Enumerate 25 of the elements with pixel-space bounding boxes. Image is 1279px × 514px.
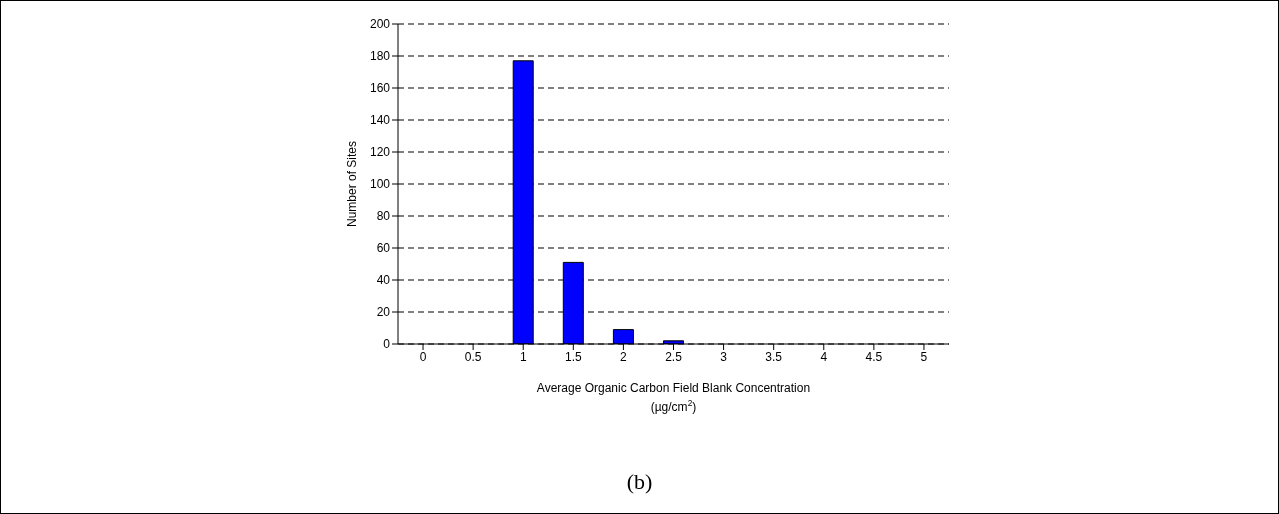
y-tick-label: 20: [376, 305, 391, 320]
y-axis-title: Number of Sites: [345, 140, 360, 228]
x-tick-label: 2: [620, 349, 628, 364]
x-tick-label: 0: [419, 349, 427, 364]
y-tick-label: 160: [369, 81, 391, 96]
x-tick-label: 2.5: [665, 349, 683, 364]
x-tick-label: 3: [720, 349, 728, 364]
y-tick-label: 140: [369, 113, 391, 128]
x-axis-title: Average Organic Carbon Field Blank Concentration (µg/cm$^{2}$): [536, 381, 811, 414]
x-tick-label: 4: [820, 349, 828, 364]
y-tick-label: 40: [376, 273, 391, 288]
text: (b): [625, 469, 654, 495]
y-tick-label: 60: [376, 241, 391, 256]
x-tick-label: 1.5: [564, 349, 582, 364]
x-tick-label: 5: [920, 349, 928, 364]
y-tick-label: 0: [383, 337, 391, 352]
y-tick-label: 180: [369, 49, 391, 64]
x-tick-label: 0.5: [464, 349, 482, 364]
x-tick-label: 1: [519, 349, 527, 364]
y-tick-label: 200: [369, 17, 391, 32]
y-tick-label: 100: [369, 177, 391, 192]
y-tick-label: 80: [376, 209, 391, 224]
y-tick-label: 120: [369, 145, 391, 160]
x-tick-label: 4.5: [865, 349, 883, 364]
x-tick-label: 3.5: [765, 349, 783, 364]
